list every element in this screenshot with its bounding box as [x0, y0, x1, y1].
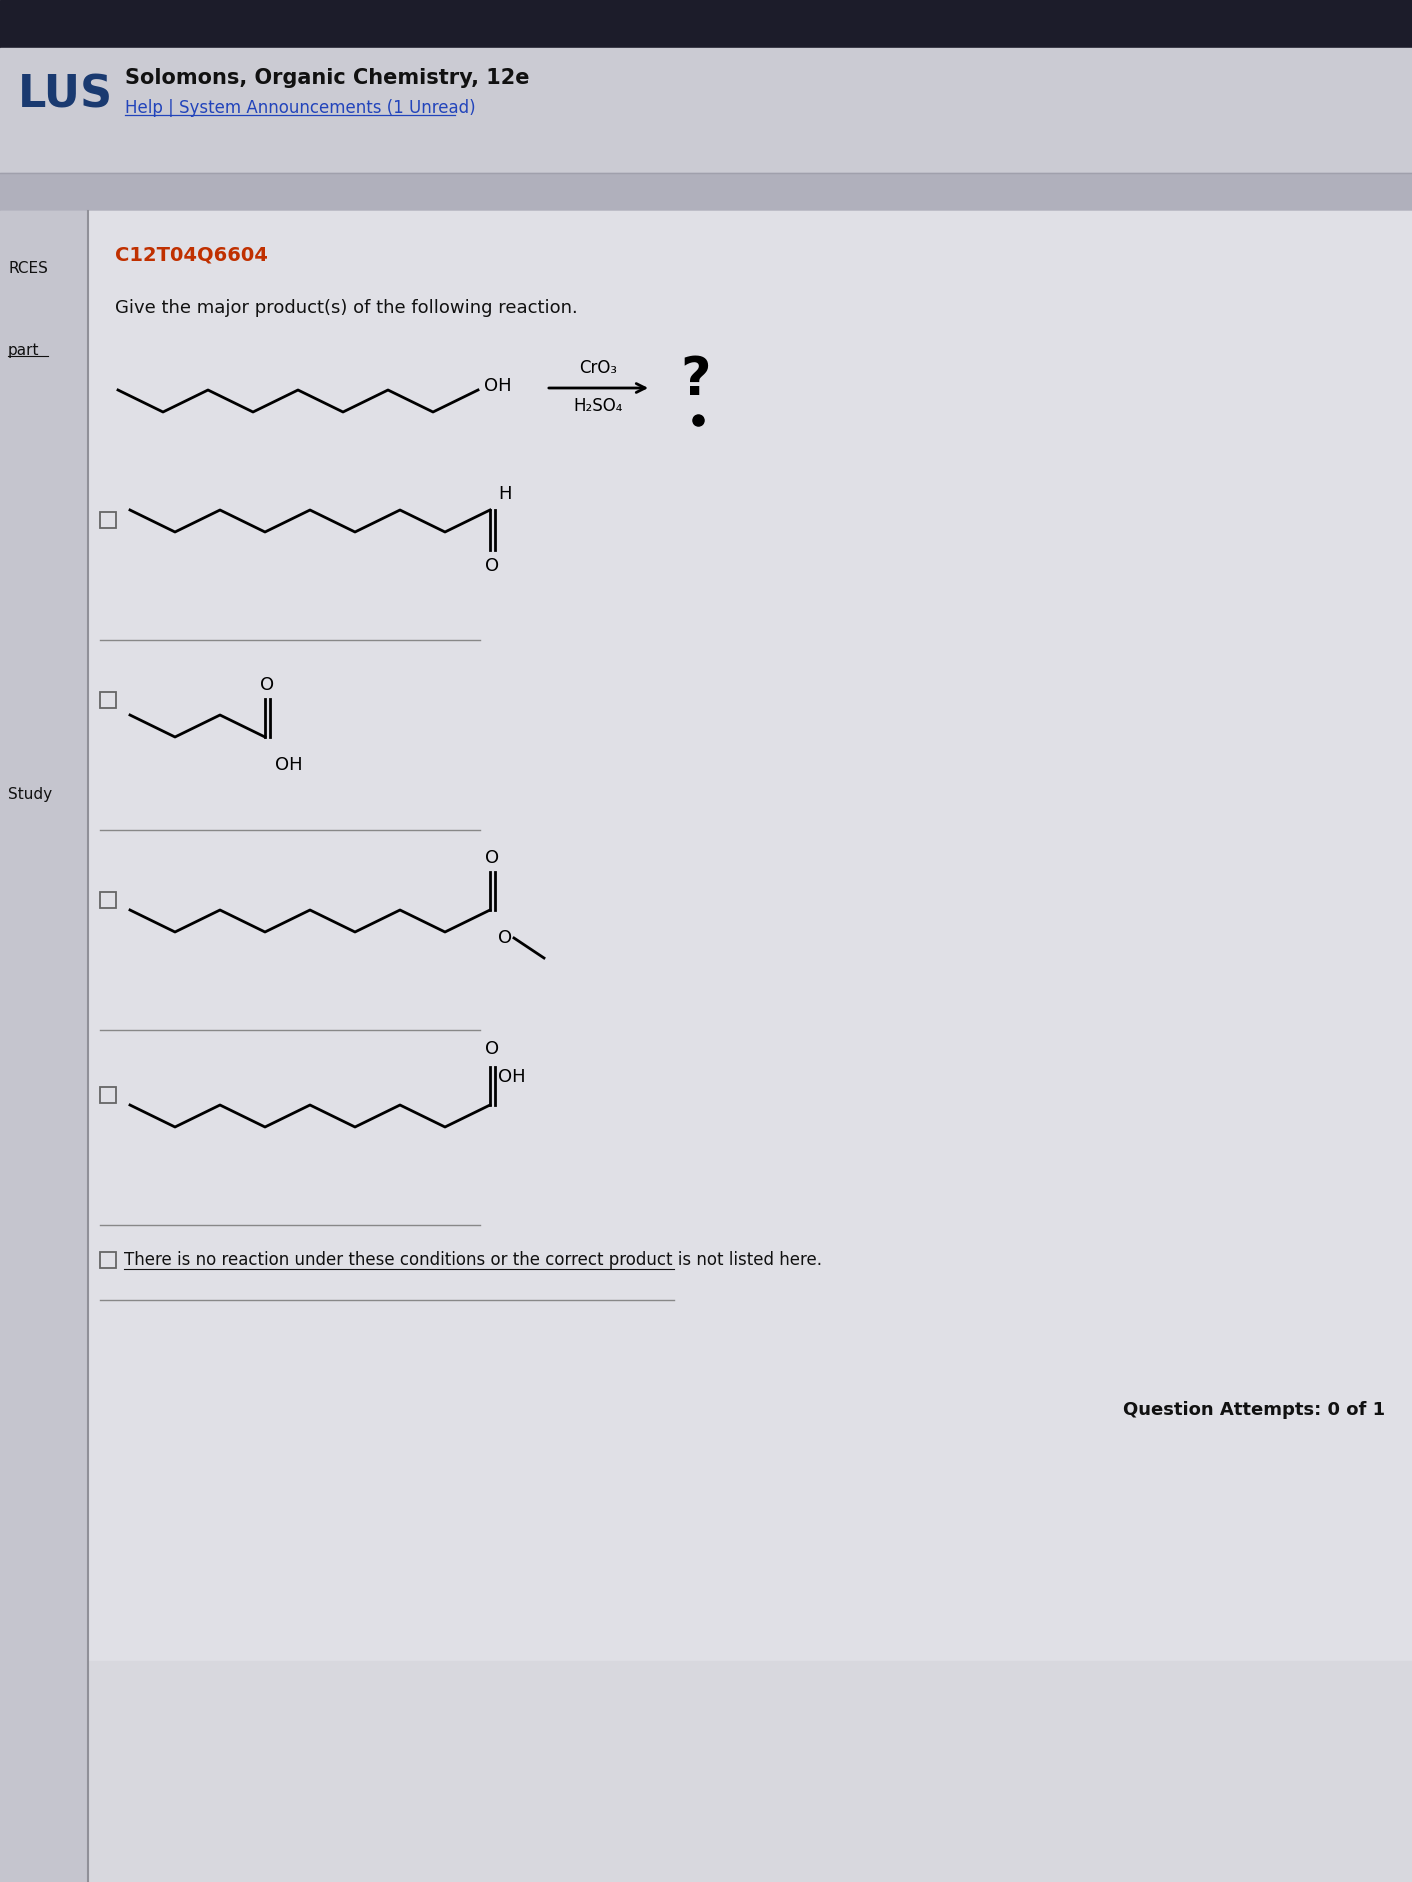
Bar	[100, 1252, 116, 1268]
Text: ?: ?	[681, 354, 712, 407]
Bar	[100, 512, 116, 529]
Text: part: part	[8, 343, 40, 358]
Text: H: H	[498, 486, 511, 502]
Text: There is no reaction under these conditions or the correct product is not listed: There is no reaction under these conditi…	[124, 1252, 822, 1268]
Bar	[0, 173, 1412, 211]
Bar	[88, 1662, 1412, 1880]
Text: Give the major product(s) of the following reaction.: Give the major product(s) of the followi…	[114, 299, 578, 316]
Text: O: O	[260, 676, 274, 694]
Text: OH: OH	[498, 1067, 525, 1086]
Text: O: O	[484, 557, 498, 576]
Bar	[0, 211, 1412, 1882]
Bar	[0, 49, 1412, 173]
Text: O: O	[484, 1041, 498, 1058]
Text: OH: OH	[484, 376, 511, 395]
Bar	[100, 693, 116, 708]
Text: Question Attempts: 0 of 1: Question Attempts: 0 of 1	[1123, 1400, 1385, 1419]
Text: Help | System Announcements (1 Unread): Help | System Announcements (1 Unread)	[126, 100, 476, 117]
Text: O: O	[484, 849, 498, 868]
Bar	[0, 0, 1412, 49]
Text: Study: Study	[8, 787, 52, 802]
Text: H₂SO₄: H₂SO₄	[573, 397, 623, 416]
Bar	[100, 1088, 116, 1103]
Text: RCES: RCES	[8, 260, 48, 275]
Bar	[88, 211, 1412, 1662]
Bar	[100, 892, 116, 907]
Text: C12T04Q6604: C12T04Q6604	[114, 245, 268, 265]
Text: LUS: LUS	[18, 73, 113, 117]
Text: OH: OH	[275, 757, 302, 774]
Text: Solomons, Organic Chemistry, 12e: Solomons, Organic Chemistry, 12e	[126, 68, 530, 88]
Bar	[0, 211, 88, 1882]
Text: O: O	[498, 930, 513, 947]
Text: CrO₃: CrO₃	[579, 359, 617, 376]
